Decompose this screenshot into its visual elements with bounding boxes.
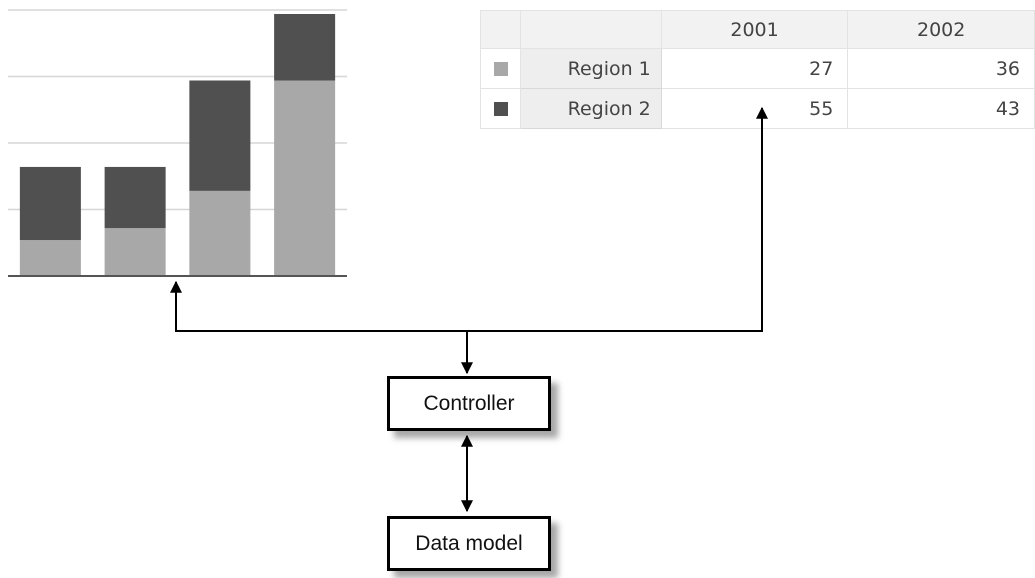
region-2-swatch — [493, 102, 508, 116]
table-row-region-2: Region 2 55 43 — [479, 88, 1035, 129]
controller-label: Controller — [423, 391, 515, 415]
bar-segment-1 — [104, 228, 166, 276]
bar-segment-2 — [104, 166, 166, 229]
table-cell: 55 — [660, 88, 849, 129]
bar-segment-2 — [274, 13, 336, 81]
arrow-to-table — [467, 106, 768, 332]
controller-box: Controller — [387, 376, 551, 431]
header-cell-swatch — [479, 10, 522, 49]
bar-segment-1 — [274, 80, 336, 277]
bar-segment-1 — [19, 240, 81, 276]
data-model-box: Data model — [387, 516, 551, 571]
stacked-bar-chart — [8, 9, 347, 277]
header-cell-label — [520, 10, 662, 49]
region-1-swatch — [493, 62, 508, 76]
arrow-to-chart — [170, 280, 467, 332]
data-table: 2001 2002 Region 1 27 36 Region 2 55 43 — [479, 10, 1035, 129]
swatch-cell — [479, 88, 522, 129]
data-model-label: Data model — [415, 531, 523, 555]
header-cell-2002: 2002 — [847, 10, 1035, 49]
bar-segment-1 — [189, 190, 251, 276]
bar-segment-2 — [19, 166, 81, 241]
bar-segment-2 — [189, 80, 251, 191]
swatch-cell — [479, 48, 522, 89]
table-cell: 27 — [660, 48, 849, 89]
table-cell: 43 — [847, 88, 1035, 129]
row-label: Region 2 — [520, 88, 662, 129]
